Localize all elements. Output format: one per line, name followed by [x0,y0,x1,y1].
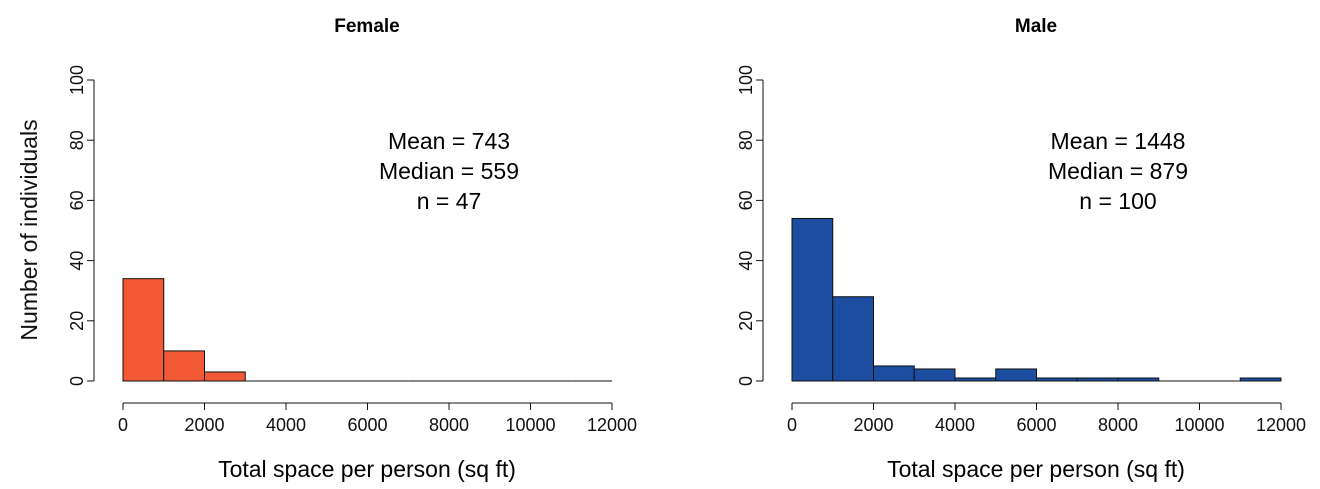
histogram-bar [954,377,997,382]
bars-male [791,217,1282,382]
stat-mean-male: Mean = 1448 [1051,128,1186,154]
y-axis-label: Number of individuals [16,119,42,340]
y-tick-label: 100 [736,65,756,95]
x-tick-label: 10000 [505,415,555,435]
stat-n-female: n = 47 [417,188,482,214]
histogram-bar [1036,377,1078,382]
panel-title-female: Female [334,16,399,37]
stat-mean-female: Mean = 743 [388,128,510,154]
histogram-bar [873,365,915,382]
panel-male: Male 0 20 40 60 80 100 0 2000 4000 6000 8000 10000… [736,16,1306,482]
x-tick-label: 4000 [935,415,975,435]
histogram-bar [913,368,956,382]
x-tick-label: 8000 [1098,415,1138,435]
x-axis-label-male: Total space per person (sq ft) [887,456,1185,482]
stat-median-female: Median = 559 [379,158,519,184]
histogram-bar [204,371,246,382]
histogram-bar [1239,377,1282,382]
y-tick-label: 40 [67,251,87,271]
x-tick-label: 8000 [429,415,469,435]
y-tick-label: 0 [67,376,87,386]
histogram-bar [163,350,205,382]
histogram-bar [995,368,1037,382]
x-tick-label: 12000 [1256,415,1306,435]
y-tick-label: 80 [67,130,87,150]
x-axis-male: 0 2000 4000 6000 8000 10000 12000 [787,402,1306,435]
x-tick-label: 0 [118,415,128,435]
stat-n-male: n = 100 [1079,188,1156,214]
x-axis-female: 0 2000 4000 6000 8000 10000 12000 [118,402,637,435]
x-tick-label: 0 [787,415,797,435]
panel-female: Female 0 20 40 60 80 100 0 2000 4000 6000 8000 100… [67,16,637,482]
histogram-bar [122,278,165,382]
y-tick-label: 20 [736,311,756,331]
histogram-bar [832,296,874,382]
histogram-bar [1117,377,1160,382]
x-tick-label: 6000 [347,415,387,435]
x-tick-label: 10000 [1174,415,1224,435]
y-tick-label: 20 [67,311,87,331]
y-tick-label: 0 [736,376,756,386]
panel-title-male: Male [1015,16,1057,37]
x-tick-label: 12000 [587,415,637,435]
y-axis-male: 0 20 40 60 80 100 [736,65,764,386]
histogram-bar [1076,377,1119,382]
x-tick-label: 6000 [1016,415,1056,435]
y-tick-label: 60 [736,190,756,210]
y-tick-label: 80 [736,130,756,150]
y-tick-label: 100 [67,65,87,95]
x-tick-label: 4000 [266,415,306,435]
stat-median-male: Median = 879 [1048,158,1188,184]
bars-female [122,278,612,382]
histogram-bar [791,217,834,382]
x-tick-label: 2000 [184,415,224,435]
y-tick-label: 40 [736,251,756,271]
x-tick-label: 2000 [853,415,893,435]
x-axis-label-female: Total space per person (sq ft) [218,456,516,482]
y-tick-label: 60 [67,190,87,210]
y-axis-female: 0 20 40 60 80 100 [67,65,95,386]
